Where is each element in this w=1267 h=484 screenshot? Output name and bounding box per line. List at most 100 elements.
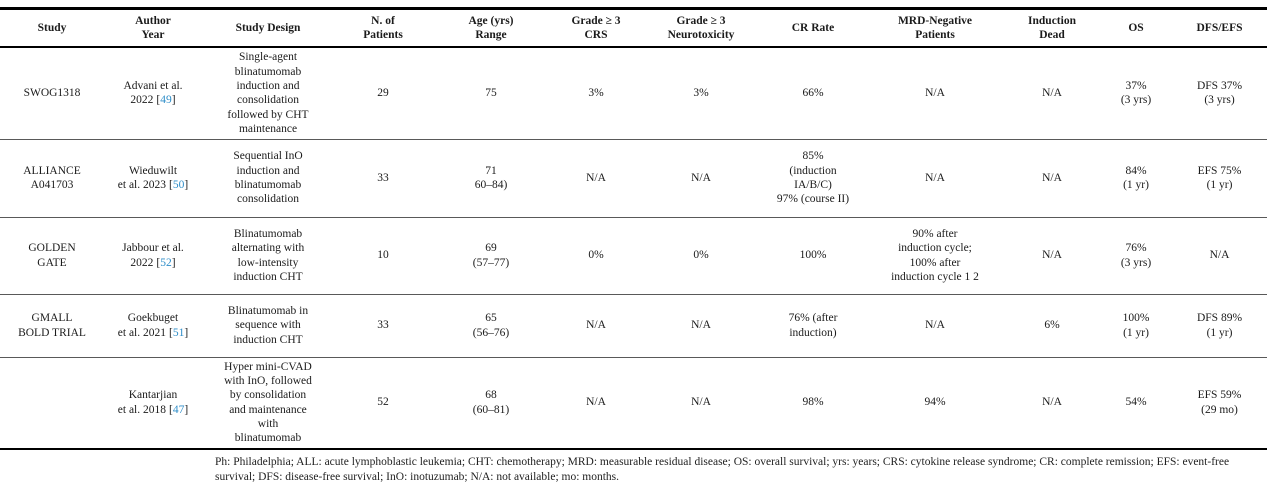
citation-link[interactable]: 49 (160, 94, 172, 107)
cell-study: SWOG1318 (23, 87, 81, 100)
cell-age: 75 (485, 87, 497, 100)
cell-study-design: Blinatumomab in sequence with induction … (227, 304, 309, 346)
cell-crs: N/A (586, 396, 606, 409)
cell-study-design: Sequential InO induction and blinatumoma… (233, 150, 303, 206)
studies-table: Study Author Year Study Design N. of Pat… (0, 7, 1267, 450)
cell-neurotoxicity: N/A (691, 396, 711, 409)
cell-n-patients: 33 (377, 171, 389, 184)
cell-dfs-efs: DFS 37% (3 yrs) (1196, 79, 1243, 107)
cell-author: Goekbuget et al. 2021 [51] (104, 294, 202, 357)
table-row-alliance: ALLIANCE A041703 Wieduwilt et al. 2023 [5… (0, 139, 1267, 218)
cell-author: Jabbour et al. 2022 [52] (104, 217, 202, 294)
column-header-dfs-efs: DFS/EFS (1196, 22, 1243, 34)
cell-age: 68 (60–81) (472, 389, 510, 416)
cell-crs: N/A (586, 171, 606, 184)
cell-cr-rate: 100% (799, 249, 827, 262)
author-text: Jabbour et al. 2022 (122, 242, 184, 269)
cell-neurotoxicity: 0% (693, 249, 709, 262)
cell-age: 69 (57–77) (472, 242, 510, 269)
table-row-gmall-bold: GMALL BOLD TRIAL Goekbuget et al. 2021 [5… (0, 294, 1267, 358)
citation-link[interactable]: 52 (160, 256, 172, 269)
cell-crs: 3% (588, 87, 604, 100)
cell-author: Advani et al. 2022 [49] (104, 47, 202, 139)
cell-cr-rate: 66% (802, 87, 824, 100)
cell-cr-rate: 76% (after induction) (788, 312, 838, 339)
ref-bracket-close: ] (171, 256, 176, 269)
citation-link[interactable]: 47 (172, 403, 185, 416)
ref-bracket-close: ] (184, 403, 189, 416)
table-header-row: Study Author Year Study Design N. of Pat… (0, 8, 1267, 48)
column-header-induction-dead: Induction Dead (1028, 15, 1076, 42)
cell-study: GOLDEN GATE (28, 242, 76, 269)
cell-cr-rate: 85% (induction IA/B/C) 97% (course II) (776, 150, 850, 206)
ref-bracket-close: ] (171, 94, 176, 107)
cell-n-patients: 10 (377, 249, 389, 262)
cell-mrd-negative: N/A (925, 171, 945, 184)
cell-study: GMALL BOLD TRIAL (18, 312, 86, 339)
column-header-author-year: Author Year (135, 15, 171, 42)
column-header-crs: Grade ≥ 3 CRS (571, 15, 621, 42)
column-header-cr-rate: CR Rate (791, 22, 835, 34)
cell-induction-dead: N/A (1042, 396, 1062, 409)
table-row-golden-gate: GOLDEN GATE Jabbour et al. 2022 [52] Blin… (0, 217, 1267, 295)
cell-dfs-efs: DFS 89% (1 yr) (1196, 312, 1243, 339)
ref-bracket-close: ] (184, 179, 189, 192)
cell-study-design: Single-agent blinatumomab induction and … (227, 51, 309, 136)
author-text: Advani et al. 2022 (123, 79, 183, 107)
cell-dfs-efs: EFS 59% (29 mo) (1197, 389, 1242, 416)
cell-induction-dead: N/A (1042, 249, 1062, 262)
cell-mrd-negative: N/A (925, 319, 945, 332)
cell-study (0, 357, 104, 449)
cell-os: 54% (1125, 396, 1147, 409)
cell-induction-dead: N/A (1042, 171, 1062, 184)
citation-link[interactable]: 51 (172, 326, 185, 339)
author-text: Wieduwilt et al. 2023 (117, 164, 178, 192)
table-footnote: Ph: Philadelphia; ALL: acute lymphoblast… (215, 455, 1230, 483)
column-header-os: OS (1128, 22, 1144, 34)
cell-study-design: Hyper mini-CVAD with InO, followed by co… (224, 360, 312, 445)
cell-age: 65 (56–76) (472, 312, 510, 339)
cell-induction-dead: N/A (1042, 87, 1062, 100)
ref-bracket-open: [ (156, 94, 161, 107)
author-text: Goekbuget et al. 2021 (117, 312, 179, 339)
cell-neurotoxicity: N/A (691, 319, 711, 332)
cell-os: 76% (3 yrs) (1120, 242, 1152, 269)
cell-dfs-efs: N/A (1209, 249, 1230, 262)
cell-mrd-negative: 94% (924, 396, 946, 409)
ref-bracket-open: [ (169, 179, 173, 192)
cell-n-patients: 52 (377, 396, 389, 409)
cell-crs: N/A (586, 319, 606, 332)
cell-n-patients: 33 (377, 319, 389, 332)
cell-study-design: Blinatumomab alternating with low-intens… (231, 227, 305, 283)
cell-os: 100% (1 yr) (1122, 312, 1150, 339)
author-text: Kantarjian et al. 2018 (117, 389, 178, 416)
cell-neurotoxicity: 3% (693, 87, 709, 100)
column-header-n-patients: N. of Patients (363, 15, 403, 42)
ref-bracket-open: [ (169, 326, 173, 339)
cell-cr-rate: 98% (802, 396, 824, 409)
table-row-kantarjian: Kantarjian et al. 2018 [47] Hyper mini-CV… (0, 357, 1267, 449)
column-header-neurotoxicity: Grade ≥ 3 Neurotoxicity (667, 15, 735, 42)
cell-neurotoxicity: N/A (691, 171, 711, 184)
cell-mrd-negative: 90% after induction cycle; 100% after in… (891, 227, 979, 283)
cell-mrd-negative: N/A (925, 87, 945, 100)
cell-crs: 0% (588, 249, 604, 262)
cell-dfs-efs: EFS 75% (1 yr) (1197, 164, 1242, 192)
column-header-mrd-negative: MRD-Negative Patients (897, 15, 973, 42)
column-header-age-range: Age (yrs) Range (468, 15, 514, 42)
cell-os: 84% (1 yr) (1123, 164, 1149, 192)
column-header-study-design: Study Design (235, 22, 301, 34)
cell-study: ALLIANCE A041703 (23, 164, 81, 192)
ref-bracket-close: ] (184, 326, 189, 339)
column-header-study: Study (37, 22, 67, 34)
cell-n-patients: 29 (377, 87, 389, 100)
cell-induction-dead: 6% (1044, 319, 1060, 332)
citation-link[interactable]: 50 (172, 179, 185, 192)
ref-bracket-open: [ (169, 403, 173, 416)
ref-bracket-open: [ (156, 256, 161, 269)
table-row-swog1318: SWOG1318 Advani et al. 2022 [49] Single-a… (0, 47, 1267, 140)
cell-age: 71 60–84) (474, 164, 508, 192)
cell-author: Wieduwilt et al. 2023 [50] (104, 139, 202, 217)
cell-os: 37% (3 yrs) (1120, 79, 1152, 107)
